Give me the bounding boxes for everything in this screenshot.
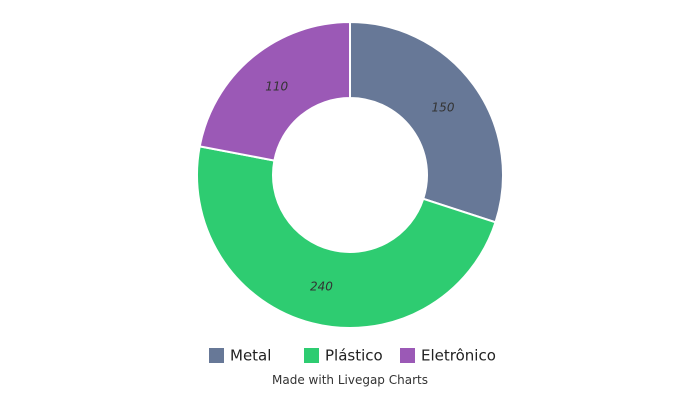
- donut-slices: [196, 20, 504, 329]
- legend-item[interactable]: Plástico: [304, 347, 383, 365]
- legend-item[interactable]: Eletrônico: [400, 347, 496, 365]
- legend-swatch: [209, 348, 224, 363]
- legend: Metal Plástico Eletrônico: [209, 347, 496, 365]
- slice-value-label: 240: [310, 279, 333, 293]
- legend-label: Metal: [230, 347, 271, 365]
- legend-label: Plástico: [325, 347, 383, 365]
- slice-value-labels: 150 240 110: [265, 79, 455, 293]
- slice-value-label: 110: [265, 79, 288, 93]
- legend-swatch: [400, 348, 415, 363]
- slice-eletronico[interactable]: [198, 20, 351, 162]
- slice-metal[interactable]: [349, 20, 504, 224]
- legend-swatch: [304, 348, 319, 363]
- legend-label: Eletrônico: [421, 347, 496, 365]
- slice-plastico[interactable]: [196, 145, 497, 329]
- credit-text: Made with Livegap Charts: [272, 373, 428, 387]
- legend-item[interactable]: Metal: [209, 347, 271, 365]
- slice-value-label: 150: [432, 100, 455, 114]
